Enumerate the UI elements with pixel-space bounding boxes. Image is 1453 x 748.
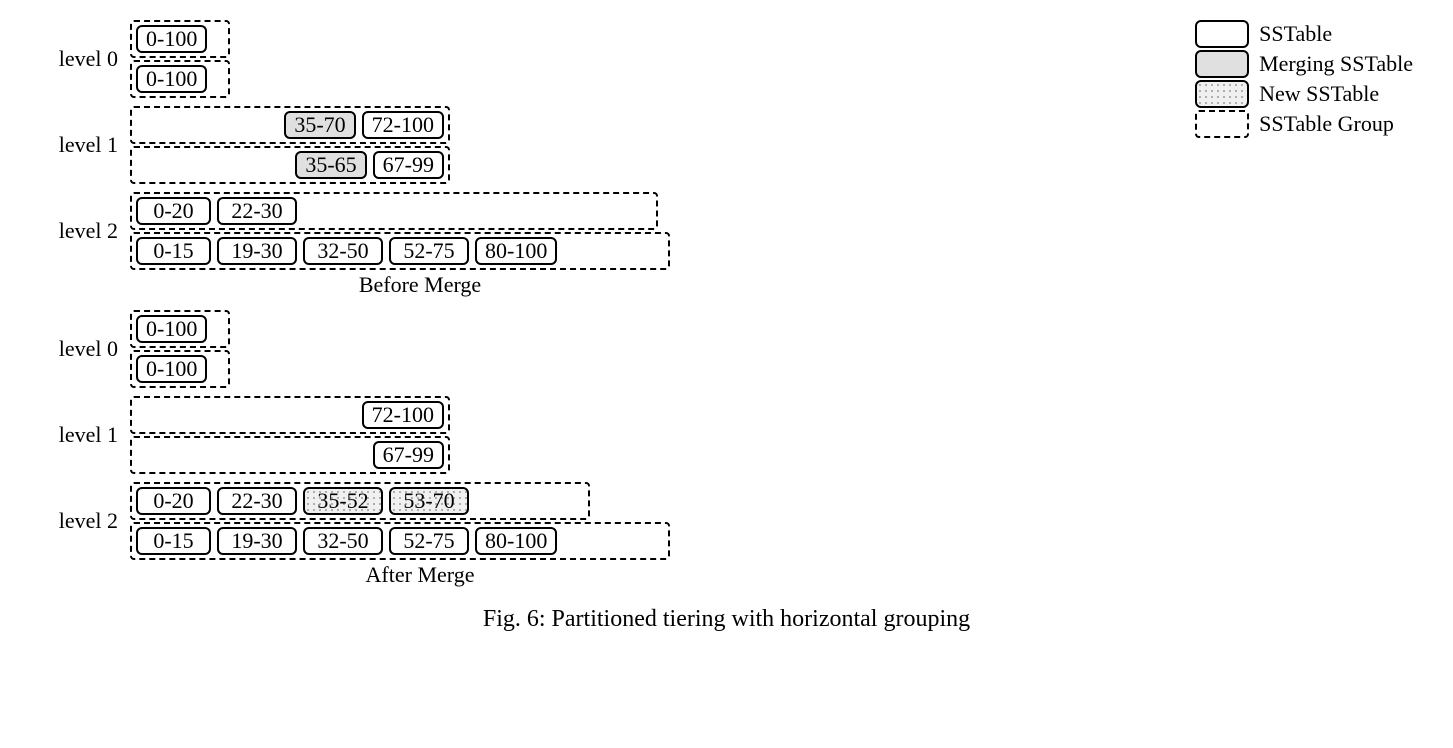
legend-item-group: SSTable Group — [1195, 110, 1413, 138]
sstable-group: 0-20 22-30 — [130, 192, 658, 230]
section-title-after: After Merge — [130, 562, 710, 588]
level-label: level 0 — [20, 336, 130, 362]
sstable: 67-99 — [373, 441, 444, 469]
legend: SSTable Merging SSTable New SSTable SSTa… — [1195, 20, 1413, 140]
sstable-merging: 35-70 — [284, 111, 355, 139]
sstable: 0-100 — [136, 355, 207, 383]
sstable-group: 72-100 — [130, 396, 450, 434]
legend-label: SSTable — [1259, 21, 1332, 47]
sstable: 0-20 — [136, 487, 211, 515]
level-label: level 0 — [20, 46, 130, 72]
sstable-new: 35-52 — [303, 487, 383, 515]
sstable: 0-15 — [136, 237, 211, 265]
legend-label: Merging SSTable — [1259, 51, 1413, 77]
figure-caption: Fig. 6: Partitioned tiering with horizon… — [20, 606, 1433, 633]
after-level1: level 1 72-100 67-99 — [20, 396, 1433, 474]
legend-item-merging: Merging SSTable — [1195, 50, 1413, 78]
legend-item-new: New SSTable — [1195, 80, 1413, 108]
level-groups: 0-100 0-100 — [130, 20, 230, 98]
sstable: 19-30 — [217, 237, 297, 265]
level-label: level 2 — [20, 218, 130, 244]
sstable-group: 35-70 72-100 — [130, 106, 450, 144]
sstable-group: 67-99 — [130, 436, 450, 474]
legend-swatch-group — [1195, 110, 1249, 138]
sstable-group: 0-20 22-30 35-52 53-70 — [130, 482, 590, 520]
sstable: 72-100 — [362, 401, 444, 429]
sstable-merging: 35-65 — [295, 151, 366, 179]
sstable-group: 0-100 — [130, 310, 230, 348]
sstable: 80-100 — [475, 237, 557, 265]
sstable-group: 0-100 — [130, 60, 230, 98]
sstable: 80-100 — [475, 527, 557, 555]
sstable: 0-20 — [136, 197, 211, 225]
legend-swatch-sstable — [1195, 20, 1249, 48]
level-groups: 35-70 72-100 35-65 67-99 — [130, 106, 450, 184]
after-level2: level 2 0-20 22-30 35-52 53-70 0-15 19-3… — [20, 482, 1433, 560]
sstable: 32-50 — [303, 527, 383, 555]
level-groups: 0-20 22-30 0-15 19-30 32-50 52-75 80-100 — [130, 192, 670, 270]
after-level0: level 0 0-100 0-100 — [20, 310, 1433, 388]
sstable: 22-30 — [217, 487, 297, 515]
sstable-group: 0-100 — [130, 20, 230, 58]
sstable: 0-100 — [136, 25, 207, 53]
sstable-group: 0-100 — [130, 350, 230, 388]
sstable: 52-75 — [389, 237, 469, 265]
level-label: level 1 — [20, 132, 130, 158]
sstable: 0-15 — [136, 527, 211, 555]
before-level2: level 2 0-20 22-30 0-15 19-30 32-50 52-7… — [20, 192, 1433, 270]
diagram-main: SSTable Merging SSTable New SSTable SSTa… — [20, 20, 1433, 588]
sstable: 72-100 — [362, 111, 444, 139]
sstable: 32-50 — [303, 237, 383, 265]
sstable-new: 53-70 — [389, 487, 469, 515]
sstable: 67-99 — [373, 151, 444, 179]
legend-swatch-merging — [1195, 50, 1249, 78]
sstable-group: 35-65 67-99 — [130, 146, 450, 184]
sstable-group: 0-15 19-30 32-50 52-75 80-100 — [130, 232, 670, 270]
level-groups: 0-20 22-30 35-52 53-70 0-15 19-30 32-50 … — [130, 482, 670, 560]
level-label: level 2 — [20, 508, 130, 534]
sstable: 22-30 — [217, 197, 297, 225]
level-label: level 1 — [20, 422, 130, 448]
section-title-before: Before Merge — [130, 272, 710, 298]
legend-label: SSTable Group — [1259, 111, 1394, 137]
sstable: 19-30 — [217, 527, 297, 555]
legend-swatch-new — [1195, 80, 1249, 108]
sstable: 52-75 — [389, 527, 469, 555]
level-groups: 72-100 67-99 — [130, 396, 450, 474]
legend-label: New SSTable — [1259, 81, 1379, 107]
sstable: 0-100 — [136, 65, 207, 93]
sstable: 0-100 — [136, 315, 207, 343]
legend-item-sstable: SSTable — [1195, 20, 1413, 48]
sstable-group: 0-15 19-30 32-50 52-75 80-100 — [130, 522, 670, 560]
level-groups: 0-100 0-100 — [130, 310, 230, 388]
